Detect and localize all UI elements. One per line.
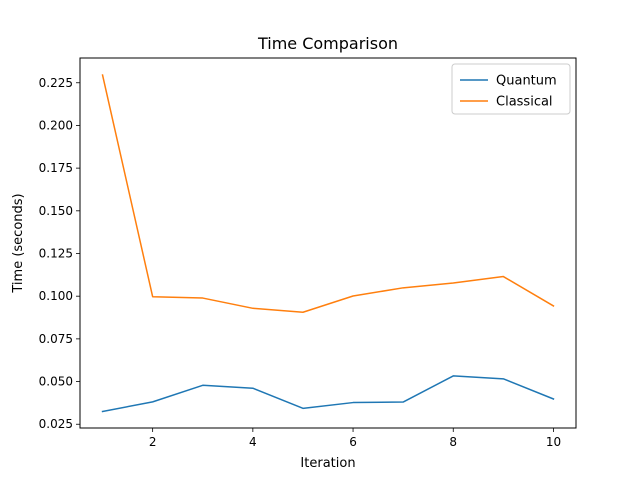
y-tick-label: 0.050 [39,375,73,389]
y-axis-label: Time (seconds) [11,193,26,293]
x-axis: 2 4 6 8 10 [149,428,561,449]
x-tick-label: 8 [449,435,457,449]
series-layer [101,74,555,413]
y-tick-label: 0.125 [39,247,73,261]
y-tick-label: 0.025 [39,417,73,431]
y-tick-label: 0.225 [39,76,73,90]
y-tick-label: 0.075 [39,332,73,346]
legend-label-classical: Classical [496,95,553,110]
series-line-quantum [101,375,555,413]
series-line-classical [101,74,555,313]
chart-title: Time Comparison [257,34,398,53]
x-axis-label: Iteration [300,456,355,471]
y-tick-label: 0.175 [39,161,73,175]
legend: Quantum Classical [451,63,571,115]
x-tick-label: 4 [249,435,257,449]
x-tick-label: 6 [349,435,357,449]
y-tick-label: 0.200 [39,118,73,132]
y-tick-label: 0.100 [39,289,73,303]
plot-frame [79,57,577,429]
x-tick-label: 2 [149,435,157,449]
legend-label-quantum: Quantum [496,74,557,89]
y-tick-label: 0.150 [39,204,73,218]
x-tick-label: 10 [546,435,561,449]
y-axis: 0.025 0.050 0.075 0.100 0.125 0.150 0.175 0.200… [39,76,80,431]
